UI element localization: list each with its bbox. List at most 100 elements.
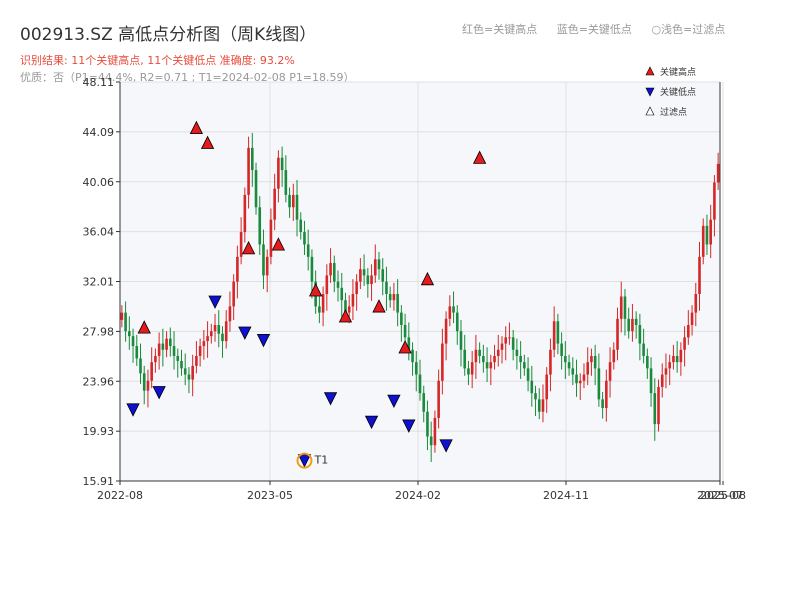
- key-high-marker: [200, 135, 215, 149]
- candle-body: [303, 232, 306, 245]
- candle-body: [373, 259, 377, 276]
- candle-body: [321, 294, 325, 313]
- candle-body: [444, 318, 448, 344]
- candle-body: [247, 147, 250, 195]
- candle-body: [523, 362, 526, 369]
- candle-body: [265, 256, 269, 276]
- candle-body: [601, 399, 604, 409]
- y-tick-label: 32.01: [83, 276, 115, 289]
- candle-body: [254, 170, 258, 208]
- key-high-marker: [137, 320, 151, 334]
- t1-circle: [296, 452, 313, 469]
- t1-label: T1: [313, 454, 328, 467]
- candle-body: [142, 373, 146, 391]
- candle-body: [191, 365, 194, 380]
- legend-entry: 过滤点: [660, 106, 687, 118]
- candle-body: [441, 343, 444, 381]
- candle-body: [608, 362, 612, 381]
- candle-body: [385, 281, 388, 295]
- candle-body: [150, 362, 153, 381]
- candle-body: [154, 355, 157, 363]
- candle-body: [377, 259, 381, 270]
- candle-body: [567, 362, 571, 369]
- candle-body: [202, 341, 206, 347]
- candle-body: [224, 321, 228, 342]
- candle-body: [239, 232, 243, 257]
- candle-body: [206, 336, 209, 342]
- candle-body: [694, 294, 698, 313]
- y-tick-label: 27.98: [83, 325, 115, 338]
- candle-body: [511, 337, 515, 350]
- candle-body: [124, 312, 127, 332]
- candle-body: [258, 207, 262, 245]
- candle-body: [679, 349, 683, 363]
- candle-body: [508, 337, 511, 339]
- candle-body: [370, 275, 373, 285]
- candle-body: [463, 349, 467, 369]
- candle-body: [504, 337, 508, 344]
- candle-body: [280, 157, 284, 171]
- y-tick-label: 44.09: [83, 126, 115, 139]
- candle-body: [336, 281, 340, 288]
- key-low-marker: [323, 392, 338, 406]
- key-low-marker: [152, 386, 166, 400]
- top-legend-blue: 蓝色=关键低点: [556, 23, 632, 36]
- legend-low-icon: [645, 87, 655, 97]
- candle-body: [236, 256, 239, 282]
- candle-body: [157, 343, 161, 356]
- candle-body: [381, 269, 385, 282]
- candle-body: [318, 306, 321, 313]
- key-high-marker: [271, 237, 286, 251]
- candle-body: [560, 343, 563, 356]
- candle-body: [534, 393, 537, 400]
- candle-body: [549, 349, 552, 375]
- candle-body: [631, 318, 634, 332]
- candle-body: [329, 263, 332, 276]
- candle-body: [564, 355, 567, 363]
- candle-body: [575, 374, 578, 384]
- candle-body: [668, 362, 671, 369]
- key-low-marker: [238, 326, 252, 340]
- candle-body: [500, 343, 504, 350]
- candle-body: [295, 194, 299, 220]
- candle-body: [545, 374, 549, 400]
- key-low-marker: [402, 419, 416, 433]
- y-tick-label: 36.04: [83, 226, 115, 239]
- candle-body: [362, 269, 366, 276]
- candle-body: [713, 182, 716, 220]
- candle-body: [288, 194, 291, 208]
- x-tick-label: 2022-08: [97, 489, 143, 502]
- candle-body: [355, 281, 358, 295]
- key-low-marker: [387, 394, 401, 409]
- candle-body: [169, 338, 172, 347]
- key-low-marker: [439, 439, 453, 453]
- candle-body: [269, 219, 273, 257]
- candle-body: [496, 349, 500, 356]
- candle-body: [131, 336, 135, 347]
- candle-body: [683, 337, 686, 350]
- candle-body: [646, 355, 649, 369]
- candle-body: [277, 157, 280, 189]
- candle-body: [526, 368, 530, 381]
- candle-body: [284, 170, 288, 195]
- key-high-marker: [338, 309, 353, 323]
- page-title: 002913.SZ 高低点分析图（周K线图）: [20, 25, 317, 45]
- candle-body: [414, 362, 418, 375]
- candle-body: [605, 380, 608, 409]
- candle-body: [482, 355, 485, 363]
- key-high-marker: [241, 240, 256, 255]
- candle-body: [359, 269, 362, 282]
- candle-body: [582, 374, 586, 381]
- candle-body: [664, 368, 668, 375]
- x-tick-label: 2025-08: [700, 489, 746, 502]
- candle-body: [709, 219, 712, 245]
- candle-body: [180, 360, 183, 369]
- candle-body: [455, 312, 459, 332]
- x-tick-label: 2023-05: [247, 489, 293, 502]
- key-high-marker: [398, 340, 412, 354]
- candle-body: [459, 331, 463, 350]
- candle-body: [489, 362, 493, 369]
- candle-body: [452, 306, 455, 313]
- candle-body: [716, 163, 720, 183]
- candle-body: [593, 355, 597, 369]
